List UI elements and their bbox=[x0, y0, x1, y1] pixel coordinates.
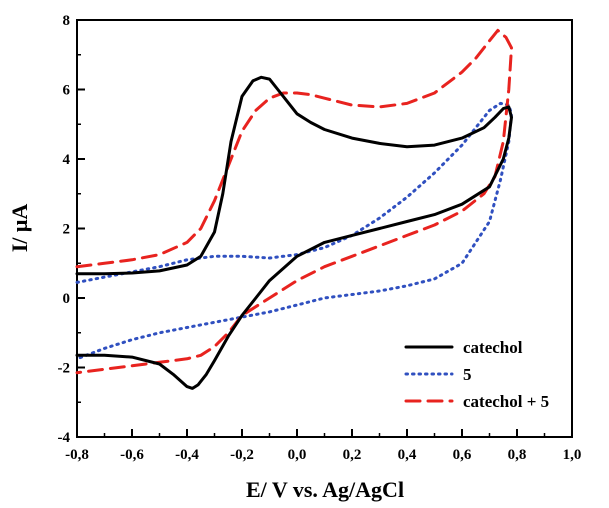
y-tick-label: -4 bbox=[58, 430, 71, 446]
y-tick-label: 6 bbox=[63, 83, 71, 99]
series-lines bbox=[75, 28, 513, 390]
legend-label-2: catechol + 5 bbox=[463, 392, 549, 411]
plot-frame bbox=[76, 19, 573, 438]
x-tick-label: -0,8 bbox=[65, 447, 89, 463]
y-tick-label: 8 bbox=[63, 13, 71, 29]
y-tick-label: -2 bbox=[58, 361, 71, 377]
y-axis-label: I/ μA bbox=[7, 204, 32, 253]
y-tick-label: 2 bbox=[63, 222, 71, 238]
x-tick-label: -0,2 bbox=[230, 447, 254, 463]
x-tick-label: 0,8 bbox=[508, 447, 527, 463]
x-axis-label: E/ V vs. Ag/AgCl bbox=[246, 477, 404, 502]
x-tick-label: 0,6 bbox=[453, 447, 472, 463]
legend-label-0: catechol bbox=[463, 338, 523, 357]
x-tick-label: 0,4 bbox=[398, 447, 417, 463]
axes: -0,8 -0,6 -0,4 -0,2 0,0 0,2 0,4 0,6 0,8 1,0 -4 -2 0 2… bbox=[58, 13, 582, 463]
x-tick-label: 1,0 bbox=[563, 447, 582, 463]
x-tick-label: -0,4 bbox=[175, 447, 199, 463]
x-tick-label: 0,2 bbox=[343, 447, 362, 463]
series-line-0 bbox=[75, 75, 513, 390]
series-line-2 bbox=[75, 28, 513, 375]
y-tick-label: 0 bbox=[63, 291, 71, 307]
legend-label-1: 5 bbox=[463, 365, 472, 384]
y-tick-label: 4 bbox=[63, 152, 71, 168]
x-tick-label: 0,0 bbox=[288, 447, 307, 463]
legend: catechol 5 catechol + 5 bbox=[404, 338, 549, 411]
x-tick-label: -0,6 bbox=[120, 447, 144, 463]
